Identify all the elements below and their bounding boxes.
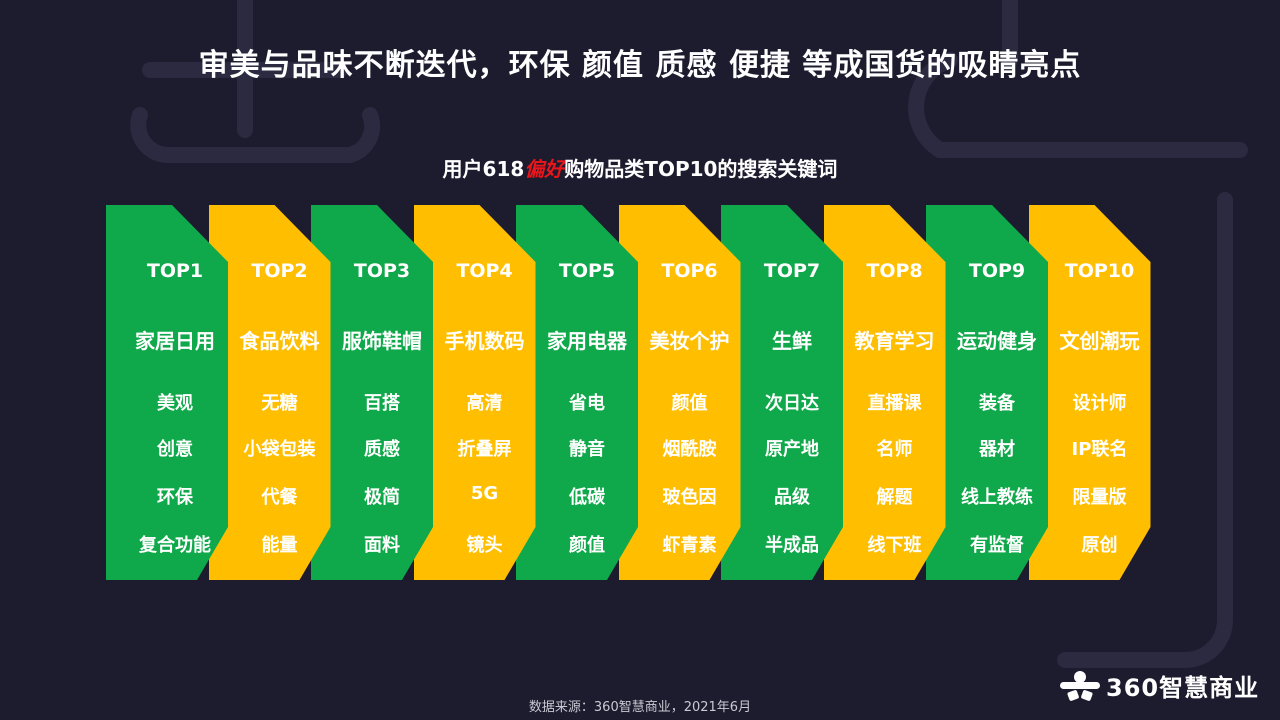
keyword-item: 原创 <box>1081 535 1118 556</box>
data-source-note: 数据来源：360智慧商业，2021年6月 <box>528 700 752 715</box>
category-label: 食品饮料 <box>239 329 320 353</box>
keyword-item: 高清 <box>466 393 503 414</box>
keyword-item: 玻色因 <box>662 487 717 508</box>
keyword-item: 低碳 <box>569 487 605 508</box>
keyword-item: 线上教练 <box>961 487 1033 508</box>
keyword-item: 能量 <box>261 535 298 556</box>
column-top3: TOP3 服饰鞋帽百搭质感极简面料 <box>311 205 433 580</box>
column-top1: TOP1 家居日用美观创意环保复合功能 <box>106 205 228 580</box>
rank-label: TOP4 <box>456 260 513 282</box>
keyword-item: 小袋包装 <box>243 439 316 460</box>
keyword-item: 线下班 <box>867 535 922 556</box>
column-top4: TOP4 手机数码高清折叠屏 5G 镜头 <box>413 205 536 580</box>
chart-subtitle: 用户618偏好购物品类TOP10的搜索关键词 <box>0 153 1280 182</box>
subtitle-suffix: 购物品类TOP10的搜索关键词 <box>564 157 838 181</box>
keyword-item: 虾青素 <box>662 535 717 556</box>
keyword-item: 设计师 <box>1072 393 1127 414</box>
keyword-item: 半成品 <box>765 535 819 556</box>
keyword-item: 器材 <box>979 439 1015 460</box>
column-top7: TOP7 生鲜次日达原产地品级半成品 <box>721 205 843 580</box>
page-title: 审美与品味不断迭代，环保 颜值 质感 便捷 等成国货的吸睛亮点 <box>198 48 1082 83</box>
keyword-item: 美观 <box>157 393 193 414</box>
logo-text: 360智慧商业 <box>1106 673 1260 702</box>
category-label: 生鲜 <box>772 329 812 353</box>
keyword-item: IP联名 <box>1071 439 1128 460</box>
keyword-item: 5G <box>470 483 499 504</box>
keyword-item: 创意 <box>157 439 193 460</box>
brand-logo: 360智慧商业 <box>1058 667 1268 703</box>
keyword-item: 极简 <box>364 487 400 508</box>
category-label: 教育学习 <box>854 329 935 353</box>
keyword-item: 品级 <box>774 487 810 508</box>
rank-label: TOP9 <box>968 260 1026 282</box>
rank-label: TOP1 <box>146 260 204 282</box>
keyword-item: 烟酰胺 <box>662 439 717 460</box>
category-label: 手机数码 <box>444 329 525 353</box>
keyword-item: 代餐 <box>261 487 298 508</box>
keyword-item: 复合功能 <box>139 535 211 556</box>
subtitle-highlight: 偏好 <box>524 157 565 181</box>
rank-label: TOP7 <box>763 260 821 282</box>
rank-label: TOP3 <box>353 260 411 282</box>
keyword-item: 限量版 <box>1072 487 1127 508</box>
keyword-item: 解题 <box>876 487 913 508</box>
category-label: 运动健身 <box>957 329 1037 353</box>
column-top5: TOP5 家用电器省电静音低碳颜值 <box>516 205 638 580</box>
keyword-item: 颜值 <box>569 535 605 556</box>
keyword-item: 质感 <box>364 439 400 460</box>
category-label: 家居日用 <box>135 329 215 353</box>
keyword-item: 有监督 <box>970 535 1024 556</box>
rank-label: TOP2 <box>251 260 308 282</box>
keyword-item: 静音 <box>569 439 605 460</box>
keyword-item: 颜值 <box>671 393 708 414</box>
keyword-item: 名师 <box>876 439 913 460</box>
keyword-item: 直播课 <box>867 393 922 414</box>
subtitle-prefix: 用户618 <box>442 157 525 181</box>
360-logo-icon <box>1060 671 1100 701</box>
category-label: 文创潮玩 <box>1059 329 1140 353</box>
keyword-item: 折叠屏 <box>457 439 512 460</box>
keyword-item: 镜头 <box>466 535 503 556</box>
column-top6: TOP6 美妆个护颜值烟酰胺玻色因虾青素 <box>618 205 741 580</box>
rank-label: TOP5 <box>558 260 616 282</box>
category-label: 美妆个护 <box>649 329 730 353</box>
keyword-item: 省电 <box>569 393 605 414</box>
keyword-item: 百搭 <box>364 393 400 414</box>
category-label: 家用电器 <box>547 329 627 353</box>
keyword-item: 无糖 <box>261 393 298 414</box>
keyword-item: 环保 <box>157 487 193 508</box>
keyword-item: 装备 <box>979 393 1015 414</box>
keyword-item: 原产地 <box>765 439 819 460</box>
rank-label: TOP10 <box>1064 260 1135 282</box>
keyword-item: 次日达 <box>765 393 819 414</box>
category-label: 服饰鞋帽 <box>342 329 422 353</box>
keyword-item: 面料 <box>364 535 400 556</box>
column-top2: TOP2 食品饮料无糖小袋包装代餐能量 <box>208 205 331 580</box>
column-top9: TOP9 运动健身装备器材线上教练有监督 <box>926 205 1048 580</box>
rank-label: TOP8 <box>866 260 923 282</box>
column-top8: TOP8 教育学习直播课名师解题线下班 <box>823 205 946 580</box>
rank-label: TOP6 <box>661 260 718 282</box>
